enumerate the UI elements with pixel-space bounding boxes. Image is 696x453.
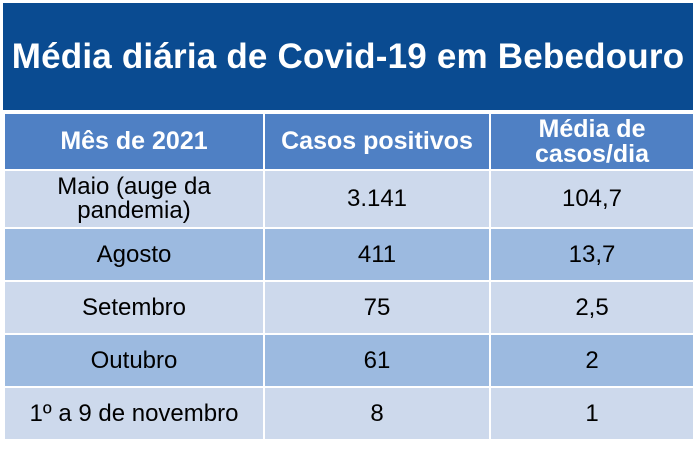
- cell-positive-cases: 3.141: [263, 169, 491, 229]
- column-header-positive-cases: Casos positivos: [263, 112, 491, 171]
- table-row: Outubro 61 2: [3, 333, 695, 388]
- cell-daily-average: 1: [489, 386, 695, 441]
- cell-daily-average: 13,7: [489, 227, 695, 282]
- cell-month: 1º a 9 de novembro: [3, 386, 265, 441]
- column-header-daily-average: Média de casos/dia: [489, 112, 695, 171]
- header-row: Mês de 2021 Casos positivos Média de cas…: [3, 112, 695, 171]
- cell-month: Agosto: [3, 227, 265, 282]
- column-header-month: Mês de 2021: [3, 112, 265, 171]
- table-row: Setembro 75 2,5: [3, 280, 695, 335]
- cell-positive-cases: 411: [263, 227, 491, 282]
- table-frame: Média diária de Covid-19 em Bebedouro Mê…: [3, 3, 695, 449]
- table-row: 1º a 9 de novembro 8 1: [3, 386, 695, 441]
- cell-month: Outubro: [3, 333, 265, 388]
- cell-daily-average: 2: [489, 333, 695, 388]
- table-row: Agosto 411 13,7: [3, 227, 695, 282]
- covid-table: Mês de 2021 Casos positivos Média de cas…: [3, 112, 695, 441]
- cell-month: Setembro: [3, 280, 265, 335]
- cell-daily-average: 104,7: [489, 169, 695, 229]
- cell-month: Maio (auge da pandemia): [3, 169, 265, 229]
- table-row: Maio (auge da pandemia) 3.141 104,7: [3, 169, 695, 229]
- cell-positive-cases: 8: [263, 386, 491, 441]
- cell-daily-average: 2,5: [489, 280, 695, 335]
- cell-positive-cases: 61: [263, 333, 491, 388]
- table-title: Média diária de Covid-19 em Bebedouro: [11, 36, 685, 76]
- title-bar: Média diária de Covid-19 em Bebedouro: [3, 3, 693, 110]
- cell-positive-cases: 75: [263, 280, 491, 335]
